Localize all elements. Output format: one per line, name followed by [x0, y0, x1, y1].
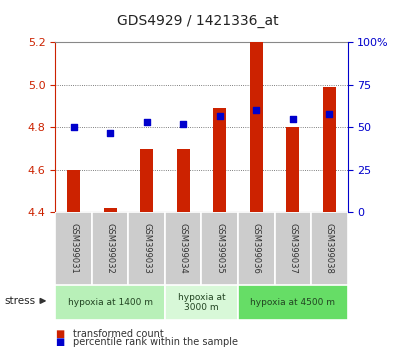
Bar [238, 212, 275, 285]
Text: ■: ■ [55, 329, 64, 339]
Point [70, 125, 77, 130]
Text: hypoxia at
3000 m: hypoxia at 3000 m [178, 293, 225, 312]
Bar [140, 149, 153, 212]
Point [143, 120, 150, 125]
Text: GSM399035: GSM399035 [215, 223, 224, 274]
Bar [165, 285, 238, 320]
Point [290, 116, 296, 122]
Text: hypoxia at 1400 m: hypoxia at 1400 m [68, 298, 152, 307]
Bar [165, 212, 201, 285]
Bar [213, 108, 226, 212]
Bar [92, 212, 128, 285]
Bar [67, 170, 80, 212]
Text: GSM399037: GSM399037 [288, 223, 297, 274]
Bar [128, 212, 165, 285]
Bar [286, 127, 299, 212]
Text: transformed count: transformed count [73, 329, 164, 339]
Text: ■: ■ [55, 337, 64, 347]
Bar [275, 212, 311, 285]
Bar [55, 285, 165, 320]
Point [326, 111, 333, 117]
Text: GSM399032: GSM399032 [105, 223, 115, 274]
Point [180, 121, 186, 127]
Bar [55, 212, 92, 285]
Text: stress: stress [4, 296, 35, 306]
Point [216, 113, 223, 118]
Bar [177, 149, 190, 212]
Text: GSM399034: GSM399034 [179, 223, 188, 274]
Text: hypoxia at 4500 m: hypoxia at 4500 m [250, 298, 335, 307]
Bar [201, 212, 238, 285]
Point [107, 130, 113, 135]
Bar [104, 208, 117, 212]
Bar [323, 87, 336, 212]
Point [253, 108, 260, 113]
Bar [311, 212, 348, 285]
Text: percentile rank within the sample: percentile rank within the sample [73, 337, 238, 347]
Text: GSM399036: GSM399036 [252, 223, 261, 274]
Text: GSM399033: GSM399033 [142, 223, 151, 274]
Text: GDS4929 / 1421336_at: GDS4929 / 1421336_at [117, 14, 278, 28]
Bar [238, 285, 348, 320]
Text: GSM399038: GSM399038 [325, 223, 334, 274]
Bar [250, 42, 263, 212]
Text: GSM399031: GSM399031 [69, 223, 78, 274]
